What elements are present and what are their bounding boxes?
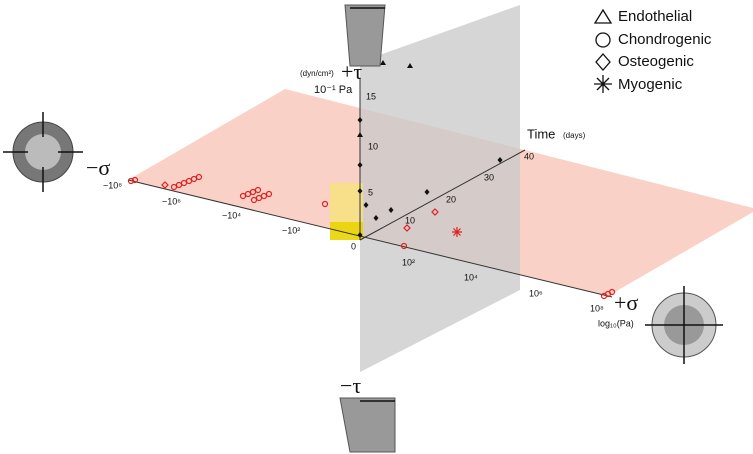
legend-label: Chondrogenic [618,31,712,48]
sigma-unit: log₁₀(Pa) [598,318,634,328]
tau-tick: 15 [366,91,376,101]
tau-unit: (dyn/cm²) [300,69,334,78]
sigma-tick: 10⁶ [529,288,543,298]
tau-unit2: 10⁻¹ Pa [314,84,353,96]
tau-tick: 10 [368,141,378,151]
legend: Endothelial Chondrogenic Osteogenic Myog… [594,8,712,93]
origin: 0 [351,241,356,251]
legend-part [595,10,611,23]
shear-icon-top-part [345,5,385,66]
time-tick: 30 [484,172,494,182]
legend-part [596,54,610,70]
shear-icon-bottom-part [340,398,395,452]
legend-label: Endothelial [618,8,692,25]
compression-icon [3,112,83,192]
time-tick: 40 [524,151,534,161]
sigma-neg-label: −σ [86,155,110,180]
yellow-zone [330,183,363,225]
legend-part [596,33,610,47]
time-unit: (days) [563,131,586,140]
tau-neg-label: −τ [340,373,361,398]
sigma-tick: −10⁶ [162,196,181,206]
tension-icon-part [645,286,723,364]
tau-plane [360,5,520,372]
legend-label: Myogenic [618,76,683,93]
shear-icon-top [345,5,385,66]
sigma-tick: −10⁴ [222,210,241,220]
sigma-tick: −10² [282,225,300,235]
sigma-tick: −10⁸ [103,180,122,190]
sigma-tick: 10² [402,257,415,267]
time-label: Time [527,126,555,141]
sigma-pos-label: +σ [614,290,638,315]
shear-icon-bottom [340,398,395,452]
legend-part [594,75,612,93]
yellow-zone-core [330,222,363,240]
time-tick: 10 [405,215,415,225]
diagram: 15 10 5 0 10 20 30 40 −10⁸ −10⁶ −10⁴ −10… [0,0,753,454]
time-tick: 20 [446,194,456,204]
sigma-tick: 10⁸ [590,303,604,313]
tau-tick: 5 [368,187,373,197]
points-part [452,227,462,237]
compression-icon-part [25,134,61,170]
tension-icon [645,286,723,364]
legend-label: Osteogenic [618,53,694,70]
sigma-tick: 10⁴ [464,272,478,282]
